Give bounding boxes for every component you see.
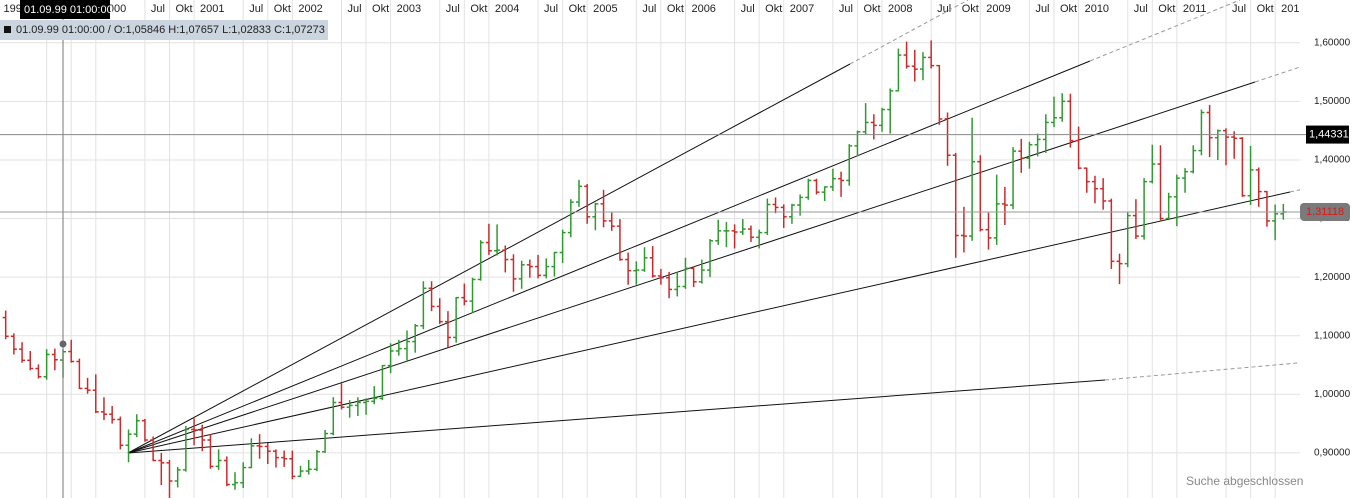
y-tick-label: 1,60000 bbox=[1314, 37, 1351, 48]
y-tick-label: 1,40000 bbox=[1314, 155, 1351, 166]
x-tick-label: Okt bbox=[372, 3, 389, 15]
x-tick-label: Jul bbox=[1134, 3, 1148, 15]
x-tick-label: Okt bbox=[1158, 3, 1175, 15]
x-tick-label: Okt bbox=[1257, 3, 1274, 15]
x-tick-label: Okt bbox=[962, 3, 979, 15]
fan-line bbox=[127, 379, 1106, 454]
info-icon bbox=[4, 26, 11, 33]
x-tick-label: 2007 bbox=[790, 3, 814, 15]
x-tick-label: Jul bbox=[839, 3, 853, 15]
crosshair-dot bbox=[59, 340, 67, 348]
last-price-box bbox=[1300, 202, 1350, 221]
x-tick-label: Jul bbox=[741, 3, 755, 15]
fan-line bbox=[127, 81, 1256, 454]
ohlc-info: 01.09.99 01:00:00 / O:1,05846 H:1,07657 … bbox=[16, 24, 325, 36]
y-tick-label: 1,00000 bbox=[1314, 389, 1351, 400]
x-tick-label: 2002 bbox=[298, 3, 322, 15]
x-tick-label: 2005 bbox=[593, 3, 617, 15]
x-tick-label: 2003 bbox=[397, 3, 421, 15]
x-tick-label: Okt bbox=[569, 3, 586, 15]
crosshair-price-box bbox=[1306, 125, 1349, 144]
y-tick-label: 1,20000 bbox=[1314, 272, 1351, 283]
fan-lines bbox=[127, 0, 1300, 454]
fan-line bbox=[127, 191, 1291, 454]
crosshair-date: 01.09.99 01:00:00 bbox=[24, 4, 113, 16]
y-tick-label: 1,10000 bbox=[1314, 330, 1351, 341]
x-tick-label: Okt bbox=[175, 3, 192, 15]
fan-line bbox=[127, 60, 1091, 454]
last-price-label: 1,31118 bbox=[1306, 206, 1344, 218]
x-tick-label: Okt bbox=[667, 3, 684, 15]
x-tick-label: 2001 bbox=[200, 3, 224, 15]
x-tick-label: Jul bbox=[1232, 3, 1246, 15]
x-tick-label: 2006 bbox=[691, 3, 715, 15]
x-tick-label: Jul bbox=[544, 3, 558, 15]
fan-line-extension bbox=[1089, 0, 1241, 62]
fan-line bbox=[127, 63, 851, 454]
x-tick-label: Jul bbox=[1035, 3, 1049, 15]
x-tick-label: Jul bbox=[446, 3, 460, 15]
y-tick-label: 0,90000 bbox=[1314, 448, 1351, 459]
x-tick-label: 2008 bbox=[888, 3, 912, 15]
x-tick-label: Jul bbox=[249, 3, 263, 15]
x-tick-label: 2009 bbox=[986, 3, 1010, 15]
x-tick-label: Jul bbox=[151, 3, 165, 15]
x-tick-label: Jul bbox=[937, 3, 951, 15]
fan-line-extension bbox=[1254, 66, 1300, 83]
x-tick-label: Jul bbox=[642, 3, 656, 15]
fan-line-extension bbox=[849, 0, 969, 65]
ohlc-bars bbox=[2, 40, 1287, 498]
axis: 0,900001,000001,100001,200001,300001,400… bbox=[0, 37, 1351, 459]
x-tick-label: Okt bbox=[765, 3, 782, 15]
status-text: Suche abgeschlossen bbox=[1186, 474, 1303, 488]
crosshair-price-label: 1,44331 bbox=[1309, 128, 1349, 140]
x-tick-label: Okt bbox=[1060, 3, 1077, 15]
x-tick-label: 2010 bbox=[1085, 3, 1109, 15]
x-tick-label: Okt bbox=[274, 3, 291, 15]
x-tick-label: 2012 bbox=[1281, 3, 1305, 15]
y-tick-label: 1,50000 bbox=[1314, 96, 1351, 107]
x-tick-label: Jul bbox=[347, 3, 361, 15]
date-box bbox=[20, 0, 110, 19]
x-tick-label: 2004 bbox=[495, 3, 519, 15]
info-bar bbox=[0, 20, 328, 40]
x-tick-label: Okt bbox=[470, 3, 487, 15]
x-tick-label: Okt bbox=[863, 3, 880, 15]
x-tick-label: 2011 bbox=[1183, 3, 1207, 15]
